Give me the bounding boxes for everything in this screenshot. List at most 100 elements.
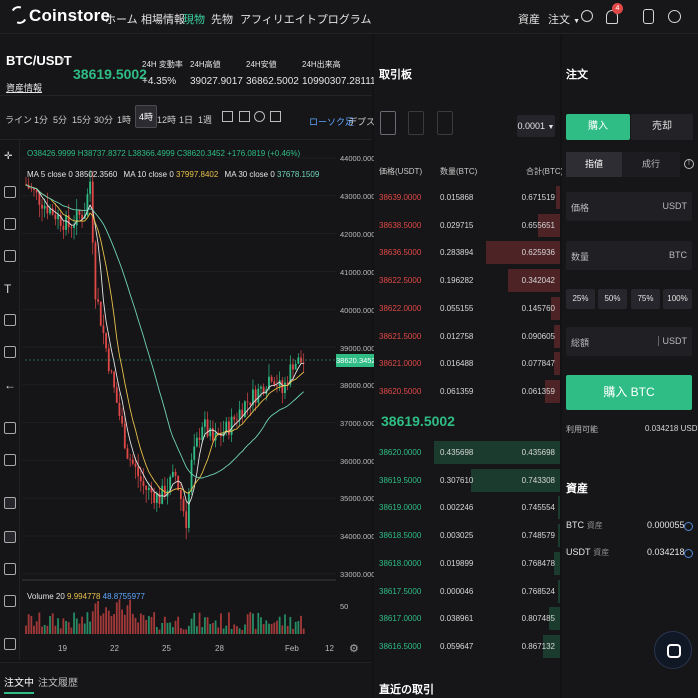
tf-30m[interactable]: 30分: [94, 115, 114, 125]
ask-row[interactable]: 38622.5000 0.196282 0.342042: [374, 267, 560, 294]
user-icon[interactable]: [581, 10, 593, 22]
indicator-icon[interactable]: [222, 111, 233, 122]
row-total: 0.090605: [521, 331, 555, 341]
zoom-icon[interactable]: [4, 454, 16, 466]
ma10-value: 37997.8402: [176, 170, 219, 179]
bar-style-icon[interactable]: [239, 111, 250, 122]
bid-row[interactable]: 38620.0000 0.435698 0.435698: [374, 439, 560, 466]
logo[interactable]: Coinstore: [9, 4, 110, 26]
row-price: 38617.5000: [379, 586, 422, 596]
nav-markets[interactable]: 相場情報: [141, 14, 185, 26]
candle-body: [155, 493, 158, 503]
tab-order-history[interactable]: 注文履歴: [38, 678, 78, 689]
ask-row[interactable]: 38621.0000 0.016488 0.077847: [374, 350, 560, 377]
lock-drawing-icon[interactable]: [4, 531, 16, 543]
tf-4h[interactable]: 4時: [135, 105, 158, 128]
globe-icon[interactable]: [668, 10, 681, 23]
bid-row[interactable]: 38618.0000 0.019899 0.768478: [374, 550, 560, 577]
pattern-icon[interactable]: [4, 314, 16, 326]
asset-info-link[interactable]: 資産情報: [6, 83, 43, 93]
nav-futures[interactable]: 先物: [211, 14, 233, 26]
multi-line-icon[interactable]: [4, 218, 16, 230]
limit-tab[interactable]: 指値: [566, 152, 622, 177]
volume-bar: [252, 613, 254, 634]
bid-row[interactable]: 38616.5000 0.059647 0.867132: [374, 633, 560, 660]
magnet-icon[interactable]: [4, 497, 16, 509]
price-field[interactable]: 価格 USDT: [566, 192, 692, 221]
pct-50-button[interactable]: 50%: [598, 289, 627, 309]
ask-row[interactable]: 38639.0000 0.015868 0.671519: [374, 184, 560, 211]
book-view-bids-icon[interactable]: [408, 111, 424, 135]
fullscreen-icon[interactable]: [270, 111, 281, 122]
candle-body: [70, 227, 73, 228]
row-amount: 0.435698: [440, 448, 474, 457]
nav-spot[interactable]: 現物: [183, 14, 205, 26]
trading-pair[interactable]: BTC/USDT: [6, 53, 72, 68]
gear-icon[interactable]: ⚙: [349, 643, 359, 655]
buy-btc-button[interactable]: 購入 BTC: [566, 375, 692, 410]
transfer-icon[interactable]: [684, 549, 693, 558]
nav-assets[interactable]: 資産: [518, 14, 540, 26]
ask-row[interactable]: 38622.0000 0.055155 0.145760: [374, 295, 560, 322]
candle-body: [59, 214, 62, 226]
ask-row[interactable]: 38638.5000 0.029715 0.655651: [374, 212, 560, 239]
total-field[interactable]: 総額 USDT: [566, 327, 692, 356]
crosshair-icon[interactable]: ✛: [4, 151, 13, 162]
book-view-asks-icon[interactable]: [437, 111, 453, 135]
settings-icon[interactable]: [254, 111, 265, 122]
bid-row[interactable]: 38617.5000 0.000046 0.768524: [374, 578, 560, 605]
nav-home[interactable]: ホーム: [105, 14, 138, 26]
buy-tab[interactable]: 購入: [566, 114, 630, 140]
pct-25-button[interactable]: 25%: [566, 289, 595, 309]
chart-type-candles[interactable]: ローソク足: [309, 117, 355, 127]
ask-row[interactable]: 38636.5000 0.283894 0.625936: [374, 239, 560, 266]
tab-open-orders[interactable]: 注文中: [4, 674, 34, 694]
tf-1d[interactable]: 1日: [179, 115, 194, 125]
trash-icon[interactable]: [4, 638, 16, 650]
amount-field[interactable]: 数量 BTC: [566, 241, 692, 270]
candle-body: [161, 485, 164, 504]
candle-body: [254, 389, 257, 403]
book-view-both-icon[interactable]: [380, 111, 396, 135]
transfer-icon[interactable]: [684, 522, 693, 531]
eye-icon[interactable]: [4, 595, 16, 607]
precision-select[interactable]: 0.0001 ▼: [517, 115, 555, 137]
bid-row[interactable]: 38617.0000 0.038961 0.807485: [374, 605, 560, 632]
pct-75-button[interactable]: 75%: [631, 289, 660, 309]
nav-orders[interactable]: 注文 ▼: [548, 14, 580, 26]
candle-body: [94, 242, 97, 300]
support-chat-button[interactable]: [654, 631, 692, 669]
lock-icon[interactable]: [4, 563, 16, 575]
sell-tab[interactable]: 売却: [631, 114, 693, 140]
bid-row[interactable]: 38618.5000 0.003025 0.748579: [374, 522, 560, 549]
bid-row[interactable]: 38619.0000 0.002246 0.745554: [374, 494, 560, 521]
brush-icon[interactable]: [4, 250, 16, 262]
volume-bar: [297, 621, 300, 634]
tf-12h[interactable]: 12時: [157, 115, 177, 125]
chart-type-depth[interactable]: デプス: [348, 117, 376, 127]
market-tab[interactable]: 成行: [622, 152, 680, 177]
ask-row[interactable]: 38621.5000 0.012758 0.090605: [374, 323, 560, 350]
y-tick: 38000.0000: [340, 381, 380, 390]
pct-100-button[interactable]: 100%: [663, 289, 692, 309]
measure-icon[interactable]: [4, 346, 16, 358]
row-total: 0.807485: [521, 614, 555, 624]
y-tick: 44000.0000: [340, 154, 380, 163]
info-icon[interactable]: !: [684, 159, 694, 169]
pair-dropdown-icon[interactable]: ▼: [58, 56, 66, 65]
tf-5m[interactable]: 5分: [53, 115, 68, 125]
back-arrow-icon[interactable]: ←: [4, 378, 16, 392]
tf-15m[interactable]: 15分: [72, 115, 92, 125]
row-amount: 0.055155: [440, 303, 474, 313]
tf-1w[interactable]: 1週: [198, 115, 213, 125]
ask-row[interactable]: 38620.5000 0.061359 0.061359: [374, 378, 560, 405]
ruler-icon[interactable]: [4, 422, 16, 434]
tf-1h[interactable]: 1時: [117, 115, 132, 125]
tf-1m[interactable]: 1分: [34, 115, 49, 125]
trendline-icon[interactable]: [4, 186, 16, 198]
bid-row[interactable]: 38619.5000 0.307610 0.743308: [374, 467, 560, 494]
text-icon[interactable]: T: [4, 282, 12, 296]
tf-line[interactable]: ライン: [5, 115, 33, 125]
mobile-app-icon[interactable]: [643, 9, 654, 24]
nav-affiliate[interactable]: アフィリエイトプログラム: [240, 14, 372, 26]
